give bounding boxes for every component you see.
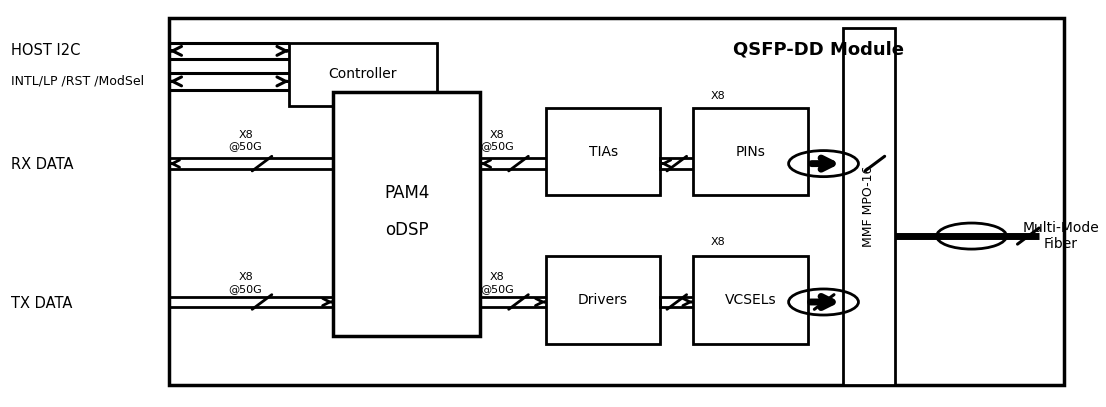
Bar	[169, 18, 1064, 385]
Bar	[843, 28, 895, 385]
Bar	[693, 256, 807, 344]
Text: VCSELs: VCSELs	[724, 293, 776, 307]
Text: X8
@50G: X8 @50G	[480, 272, 513, 294]
Text: MMF MPO-16: MMF MPO-16	[863, 166, 876, 247]
Text: X8: X8	[711, 91, 726, 101]
Text: RX DATA: RX DATA	[11, 158, 73, 172]
Bar	[333, 92, 480, 336]
Text: oDSP: oDSP	[385, 221, 428, 239]
Text: HOST I2C: HOST I2C	[11, 44, 81, 58]
Text: TIAs: TIAs	[588, 144, 617, 159]
Text: Controller: Controller	[328, 67, 397, 81]
Bar	[290, 43, 437, 106]
Text: Multi-Mode
Fiber: Multi-Mode Fiber	[1023, 221, 1099, 251]
Text: X8
@50G: X8 @50G	[480, 129, 513, 151]
Text: Drivers: Drivers	[578, 293, 628, 307]
Text: X8
@50G: X8 @50G	[229, 129, 262, 151]
Text: PAM4: PAM4	[384, 184, 429, 202]
Bar	[693, 108, 807, 195]
Text: INTL/LP /RST /ModSel: INTL/LP /RST /ModSel	[11, 75, 144, 88]
Bar	[546, 108, 660, 195]
Text: X8: X8	[711, 237, 726, 247]
Text: TX DATA: TX DATA	[11, 296, 72, 311]
Text: X8
@50G: X8 @50G	[229, 272, 262, 294]
Bar	[546, 256, 660, 344]
Text: PINs: PINs	[735, 144, 765, 159]
Text: QSFP-DD Module: QSFP-DD Module	[733, 41, 905, 59]
